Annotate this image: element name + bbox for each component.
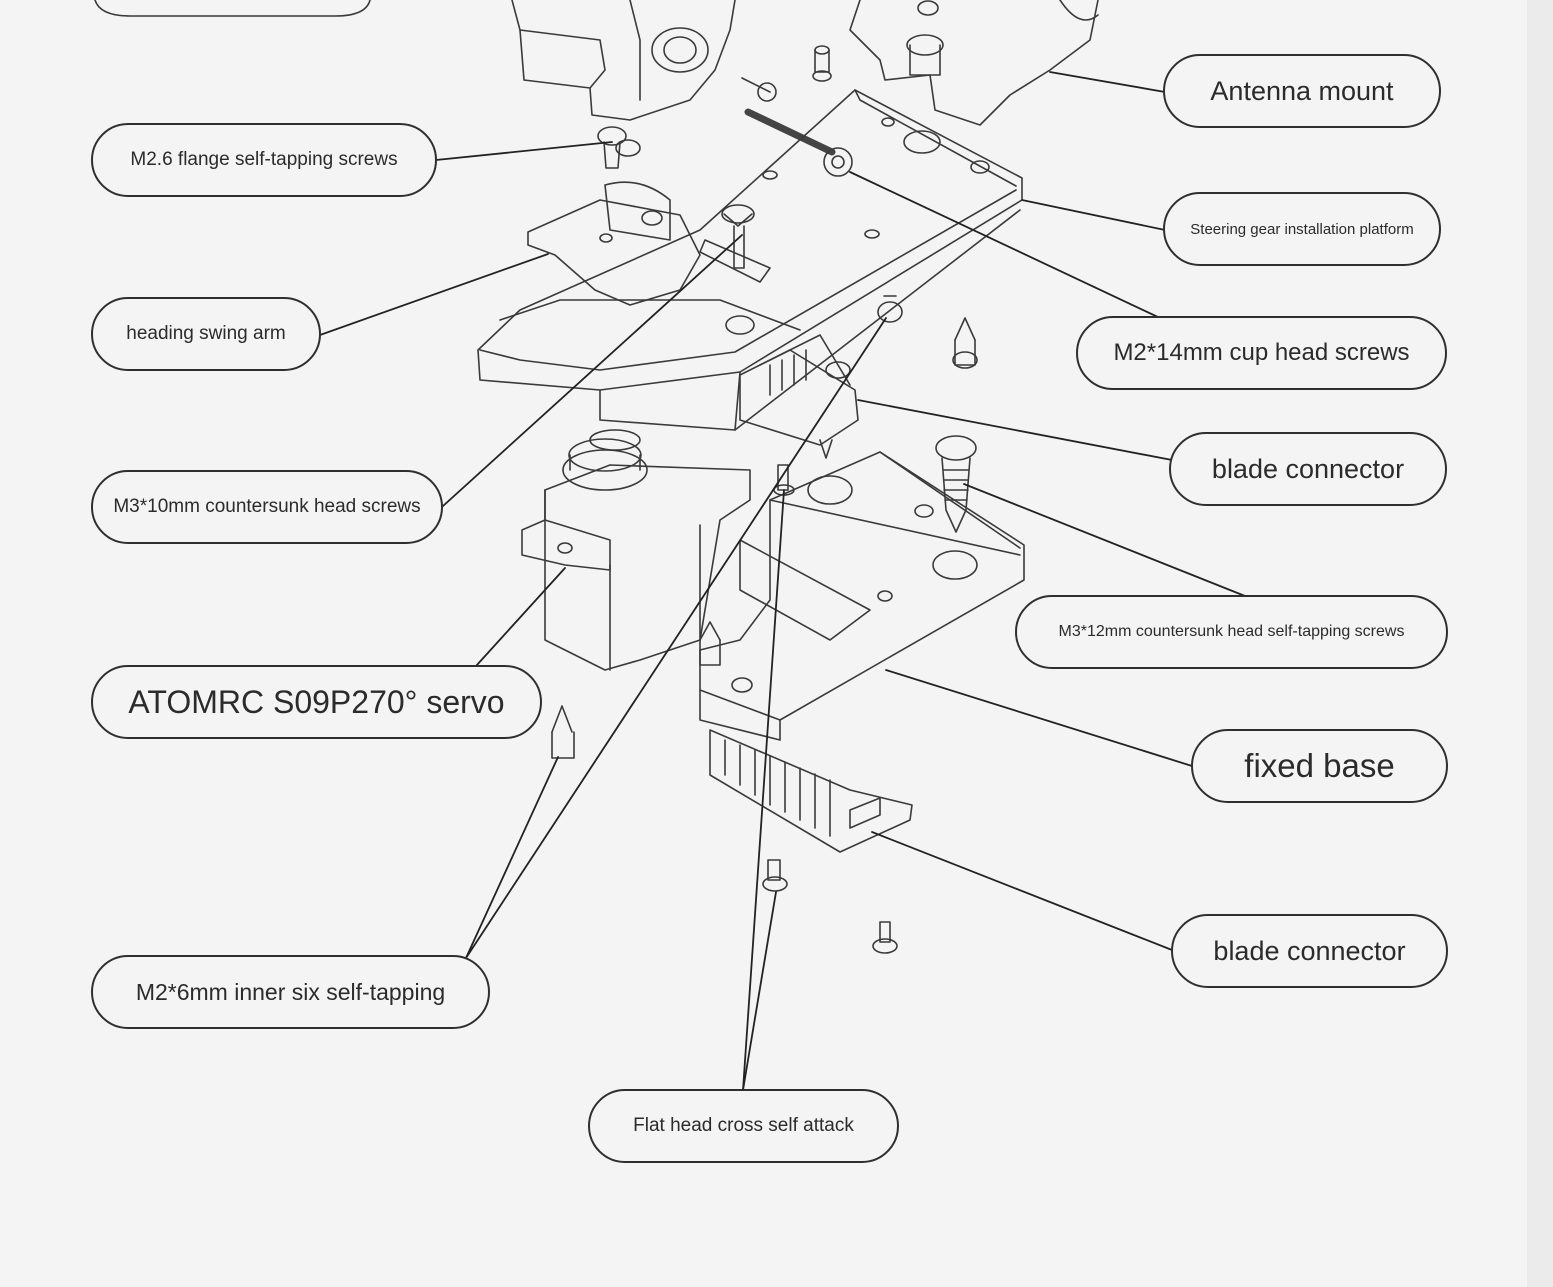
blade-connector-upper [739,334,859,446]
servo [521,429,751,671]
label-steering-gear-platform: Steering gear installation platform [1163,192,1441,266]
platform-screws [877,295,978,369]
long-cup-screw [744,108,853,177]
antenna-mount-part [511,0,1099,126]
label-m2-14mm-screws: M2*14mm cup head screws [1076,316,1447,390]
label-m2-6-flange-screws: M2.6 flange self-tapping screws [91,123,437,197]
heading-swing-arm [527,181,701,306]
label-servo: ATOMRC S09P270° servo [91,665,542,739]
page-edge-band [1527,0,1553,1287]
label-flat-head-cross: Flat head cross self attack [588,1089,899,1163]
label-blade-connector-lower: blade connector [1171,914,1448,988]
leader-lines [319,71,1246,1091]
cropped-callout-outline [94,0,371,17]
label-fixed-base: fixed base [1191,729,1448,803]
m3-self-tapping-screw [935,435,977,533]
steering-gear-platform [477,89,1023,431]
top-screws [741,45,832,102]
small-self-tap-screws [551,439,833,759]
label-antenna-mount: Antenna mount [1163,54,1441,128]
label-blade-connector-upper: blade connector [1169,432,1447,506]
label-m3-12mm-screws: M3*12mm countersunk head self-tapping sc… [1015,595,1448,669]
m3-countersunk-screw [699,204,771,283]
blade-connector-lower [709,729,913,853]
label-m2-6mm-self-tapping: M2*6mm inner six self-tapping [91,955,490,1029]
label-m3-10mm-screws: M3*10mm countersunk head screws [91,470,443,544]
label-heading-swing-arm: heading swing arm [91,297,321,371]
flat-head-screws [762,859,898,954]
flange-screw [597,126,641,169]
fixed-base [699,451,1025,741]
